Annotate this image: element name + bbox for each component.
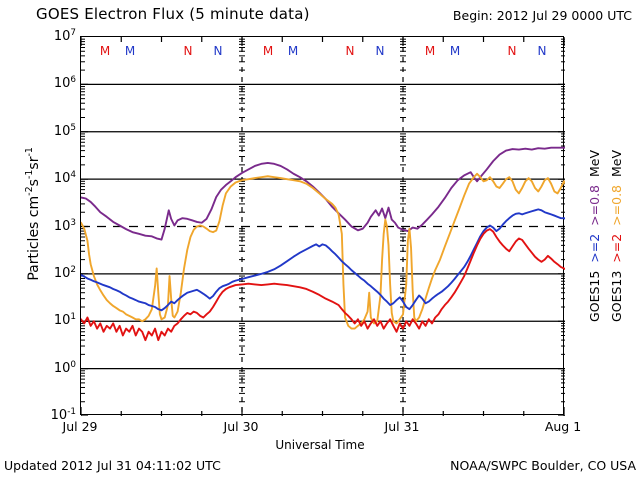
legend-goes13-e2: >=2 (609, 233, 624, 263)
legend-goes15-e2: >=2 (587, 233, 602, 263)
y-tick-1: 101 (53, 312, 76, 329)
x-tick-0: Jul 29 (62, 419, 98, 434)
y-tick-7: 107 (53, 27, 76, 45)
event-marker-n-11: N (537, 44, 547, 58)
begin-time-label: Begin: 2012 Jul 29 0000 UTC (452, 8, 632, 23)
series-3 (81, 228, 565, 342)
event-marker-m-5: M (287, 44, 299, 58)
legend-goes15-satellite: GOES15 (587, 270, 602, 322)
page-title: GOES Electron Flux (5 minute data) (36, 5, 310, 23)
series-2 (81, 208, 565, 312)
updated-timestamp: Updated 2012 Jul 31 04:11:02 UTC (4, 458, 221, 473)
credit-label: NOAA/SWPC Boulder, CO USA (450, 458, 636, 473)
flux-chart-svg (81, 37, 565, 416)
y-tick-5: 105 (53, 122, 76, 139)
y-tick-0: 100 (53, 359, 76, 376)
event-marker-m-8: M (424, 44, 436, 58)
legend-goes13-e08: >=0.8 (609, 185, 624, 226)
y-axis-tick-labels: 107 106 105 104 103 102 101 100 10-1 (0, 0, 76, 480)
chart-plot-area (80, 36, 565, 416)
legend-goes15-unit: MeV (587, 150, 602, 178)
legend-goes13: GOES13 >=2 >=0.8 MeV (609, 150, 624, 322)
x-tick-2: Jul 31 (384, 419, 420, 434)
y-tick-2: 102 (53, 264, 76, 282)
event-marker-n-2: N (183, 44, 193, 58)
event-marker-n-6: N (345, 44, 355, 58)
y-tick-3: 103 (53, 217, 76, 234)
y-tick-6: 106 (53, 75, 76, 92)
event-marker-n-7: N (375, 44, 385, 58)
y-tick--1: 10-1 (50, 406, 76, 424)
event-marker-n-3: N (213, 44, 223, 58)
event-marker-m-1: M (124, 44, 136, 58)
event-marker-m-4: M (262, 44, 274, 58)
x-tick-1: Jul 30 (223, 419, 259, 434)
x-axis-label: Universal Time (275, 438, 365, 452)
legend-goes15: GOES15 >=2 >=0.8 MeV (587, 150, 602, 322)
series-1 (81, 172, 565, 330)
legend-goes15-e08: >=0.8 (587, 185, 602, 226)
x-tick-3: Aug 1 (544, 419, 582, 434)
legend-goes13-unit: MeV (609, 150, 624, 178)
legend-goes13-satellite: GOES13 (609, 270, 624, 322)
event-marker-m-0: M (99, 44, 111, 58)
event-marker-m-9: M (449, 44, 461, 58)
y-tick-4: 104 (53, 169, 76, 187)
event-marker-n-10: N (507, 44, 517, 58)
series-0 (81, 146, 565, 241)
